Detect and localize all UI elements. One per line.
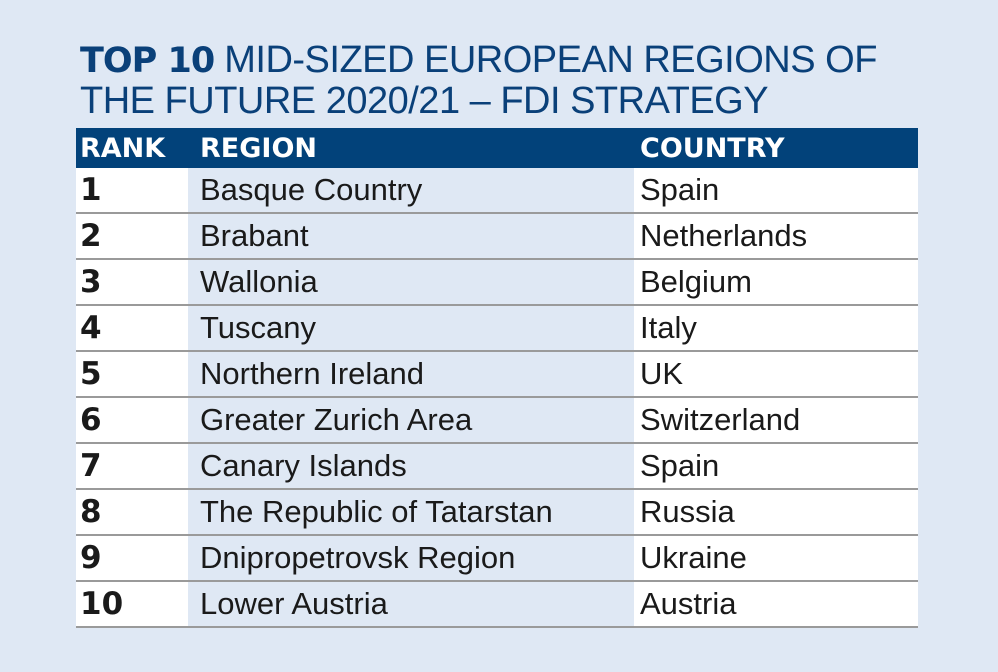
table-row: 5 Northern Ireland UK	[76, 351, 918, 398]
cell-country: Belgium	[634, 259, 918, 306]
cell-rank: 1	[76, 168, 188, 214]
table-row: 6 Greater Zurich Area Switzerland	[76, 397, 918, 444]
cell-rank: 3	[76, 259, 188, 306]
cell-rank: 5	[76, 351, 188, 398]
cell-country: UK	[634, 351, 918, 398]
cell-country: Spain	[634, 168, 918, 214]
header-rank: RANK	[76, 128, 188, 168]
cell-region: The Republic of Tatarstan	[188, 489, 634, 536]
table-row: 7 Canary Islands Spain	[76, 443, 918, 490]
cell-region: Canary Islands	[188, 443, 634, 490]
cell-region: Wallonia	[188, 259, 634, 306]
cell-country: Italy	[634, 305, 918, 352]
table-row: 1 Basque Country Spain	[76, 168, 918, 214]
cell-region: Brabant	[188, 213, 634, 260]
cell-country: Austria	[634, 581, 918, 628]
table-row: 2 Brabant Netherlands	[76, 213, 918, 260]
table-row: 4 Tuscany Italy	[76, 305, 918, 352]
table-header: RANK REGION COUNTRY	[76, 128, 918, 168]
cell-rank: 8	[76, 489, 188, 536]
cell-rank: 6	[76, 397, 188, 444]
cell-region: Dnipropetrovsk Region	[188, 535, 634, 582]
table-row: 8 The Republic of Tatarstan Russia	[76, 489, 918, 536]
title-bold: TOP 10	[80, 41, 215, 81]
cell-rank: 9	[76, 535, 188, 582]
table-row: 9 Dnipropetrovsk Region Ukraine	[76, 535, 918, 582]
table-row: 3 Wallonia Belgium	[76, 259, 918, 306]
cell-rank: 4	[76, 305, 188, 352]
cell-rank: 10	[76, 581, 188, 628]
cell-country: Russia	[634, 489, 918, 536]
cell-region: Lower Austria	[188, 581, 634, 628]
cell-region: Tuscany	[188, 305, 634, 352]
cell-region: Northern Ireland	[188, 351, 634, 398]
cell-region: Basque Country	[188, 168, 634, 214]
rankings-table: RANK REGION COUNTRY 1 Basque Country Spain…	[76, 128, 918, 628]
cell-country: Spain	[634, 443, 918, 490]
cell-rank: 2	[76, 213, 188, 260]
cell-country: Netherlands	[634, 213, 918, 260]
cell-rank: 7	[76, 443, 188, 490]
header-country: COUNTRY	[634, 128, 918, 168]
page-title: TOP 10 MID-SIZED EUROPEAN REGIONS OF THE…	[80, 40, 940, 121]
cell-country: Switzerland	[634, 397, 918, 444]
table-row: 10 Lower Austria Austria	[76, 581, 918, 628]
header-region: REGION	[188, 128, 634, 168]
title-rest: MID-SIZED EUROPEAN REGIONS OF THE FUTURE…	[80, 39, 877, 122]
cell-region: Greater Zurich Area	[188, 397, 634, 444]
cell-country: Ukraine	[634, 535, 918, 582]
